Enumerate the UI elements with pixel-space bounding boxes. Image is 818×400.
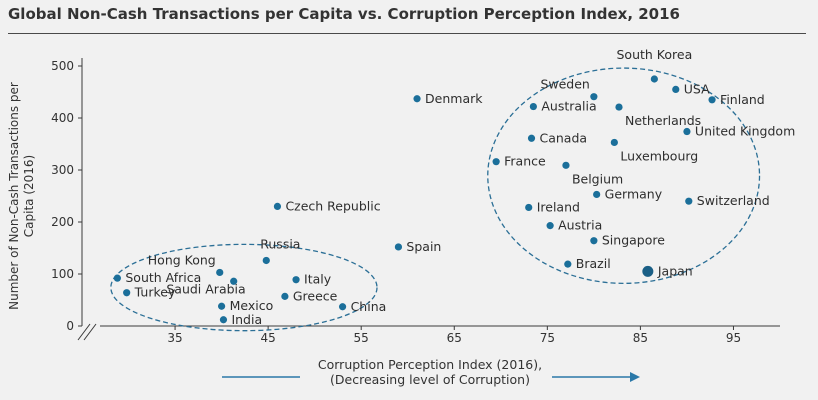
x-tick-label: 65: [447, 331, 462, 345]
point-label-finland: Finland: [720, 92, 765, 107]
x-tick-label: 75: [540, 331, 555, 345]
x-tick-label: 95: [726, 331, 741, 345]
low-cpi-cluster: [110, 243, 378, 332]
data-point-australia: [529, 102, 537, 111]
point-label-singapore: Singapore: [602, 233, 665, 248]
point-label-switzerland: Switzerland: [697, 193, 770, 208]
y-tick-label: 300: [51, 163, 74, 177]
x-tick-label: 85: [633, 331, 648, 345]
data-point-italy: [292, 276, 300, 284]
point-label-saudi-arabia: Saudi Arabia: [166, 281, 245, 296]
y-axis-label: Number of Non-Cash Transactions per Capit…: [7, 82, 36, 310]
data-point-turkey: [123, 289, 131, 297]
data-point-south-africa: [113, 274, 121, 282]
title-divider: [8, 33, 806, 34]
data-point-singapore: [590, 237, 598, 245]
point-label-canada: Canada: [540, 130, 588, 145]
data-point-austria: [546, 222, 554, 230]
data-point-south-korea: [650, 75, 658, 83]
data-point-spain: [394, 243, 403, 251]
chart-axes: 0 100 200 300 400 500 35 45 55 65 75 85 95: [51, 58, 780, 345]
data-point-hong-kong: [216, 268, 224, 277]
x-axis-label-line-2: (Decreasing level of Corruption): [330, 372, 530, 387]
point-label-south-korea: South Korea: [616, 47, 692, 62]
data-point-usa: [672, 85, 680, 93]
point-label-brazil: Brazil: [576, 256, 611, 271]
arrow-right-icon: [630, 372, 640, 382]
point-label-czech-republic: Czech Republic: [285, 198, 380, 213]
data-point-russia: [262, 256, 270, 265]
point-label-netherlands: Netherlands: [625, 113, 701, 128]
data-point-united-kingdom: [683, 127, 691, 136]
point-label-austria: Austria: [558, 218, 602, 233]
chart-title: Global Non-Cash Transactions per Capita …: [8, 5, 680, 23]
point-label-france: France: [504, 154, 546, 169]
high-cpi-cluster: [487, 67, 761, 285]
point-label-denmark: Denmark: [425, 91, 483, 106]
data-point-france: [492, 158, 500, 166]
point-label-sweden: Sweden: [540, 77, 589, 92]
data-point-canada: [527, 134, 536, 142]
point-label-japan: Japan: [657, 263, 693, 278]
y-tick-label: 200: [51, 215, 74, 229]
point-label-russia: Russia: [260, 236, 300, 251]
point-label-luxembourg: Luxembourg: [620, 148, 698, 163]
data-point-india: [219, 316, 228, 324]
data-point-sweden: [590, 93, 598, 101]
data-point-brazil: [564, 260, 572, 268]
data-point-finland: [708, 96, 716, 104]
y-axis-label-line-1: Number of Non-Cash Transactions per: [7, 82, 21, 310]
data-point-netherlands: [615, 103, 623, 111]
x-tick-label: 55: [354, 331, 369, 345]
x-tick-label: 35: [167, 331, 182, 345]
axis-break-mark: [77, 323, 91, 341]
data-point-switzerland: [685, 197, 693, 205]
point-label-south-africa: South Africa: [125, 270, 201, 285]
data-point-czech-republic: [273, 202, 282, 210]
point-label-usa: USA: [684, 81, 710, 96]
point-label-united-kingdom: United Kingdom: [695, 124, 795, 139]
point-label-ireland: Ireland: [537, 199, 580, 214]
axis-titles: Corruption Perception Index (2016),(Decr…: [7, 82, 640, 387]
point-label-spain: Spain: [406, 239, 441, 254]
point-label-australia: Australia: [541, 99, 596, 114]
point-label-belgium: Belgium: [572, 171, 623, 186]
point-label-hong-kong: Hong Kong: [148, 252, 216, 267]
data-point-japan: [642, 265, 654, 277]
data-point-ireland: [525, 203, 533, 212]
point-labels: South Korea USA Finland Sweden Australia Neth…: [125, 47, 795, 327]
data-point-mexico: [218, 302, 226, 310]
data-point-china: [338, 303, 347, 311]
point-label-greece: Greece: [293, 288, 338, 303]
point-label-india: India: [231, 312, 262, 327]
x-axis-label-line-1: Corruption Perception Index (2016),: [318, 357, 542, 372]
y-tick-label: 400: [51, 111, 74, 125]
y-tick-label: 100: [51, 267, 74, 281]
y-axis-label-line-2: Capita (2016): [22, 155, 36, 237]
point-label-turkey: Turkey: [134, 285, 176, 300]
point-label-mexico: Mexico: [230, 298, 274, 313]
y-tick-label: 0: [66, 319, 74, 333]
data-point-denmark: [413, 95, 421, 103]
data-point-greece: [281, 292, 289, 300]
point-label-china: China: [351, 299, 387, 314]
data-points: [113, 75, 716, 324]
cluster-outlines: [110, 67, 761, 332]
point-label-germany: Germany: [605, 186, 663, 201]
data-point-luxembourg: [610, 138, 618, 147]
data-point-saudi-arabia: [230, 277, 238, 285]
data-point-germany: [593, 190, 601, 199]
point-label-italy: Italy: [304, 272, 332, 287]
x-tick-label: 45: [260, 331, 275, 345]
data-point-belgium: [562, 161, 570, 169]
axis-break-mark: [83, 323, 97, 341]
y-tick-label: 500: [51, 59, 74, 73]
